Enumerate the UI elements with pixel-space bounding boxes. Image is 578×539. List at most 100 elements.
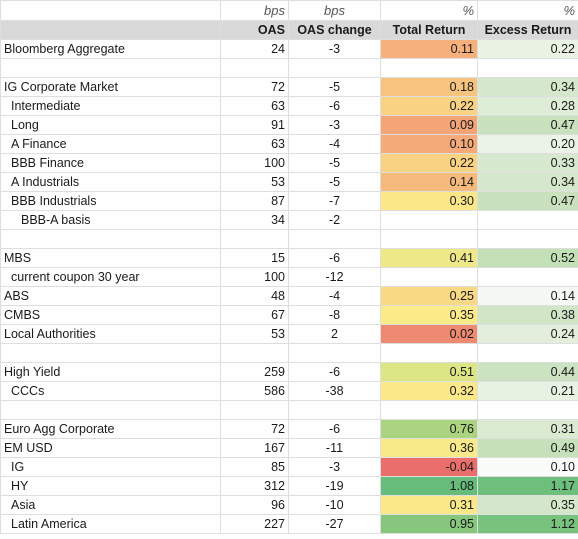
row-name: Intermediate bbox=[0, 96, 221, 116]
table-row: CCCs 586 -38 0.32 0.21 bbox=[0, 381, 578, 401]
table-row: Bloomberg Aggregate 24 -3 0.11 0.22 bbox=[0, 39, 578, 59]
row-oas-change: -12 bbox=[288, 267, 381, 287]
row-total-return: 0.11 bbox=[380, 39, 478, 59]
row-oas-change: -11 bbox=[288, 438, 381, 458]
row-oas: 91 bbox=[220, 115, 289, 135]
row-name: BBB Industrials bbox=[0, 191, 221, 211]
spacer-cell bbox=[220, 343, 289, 363]
row-excess-return: 1.17 bbox=[477, 476, 578, 496]
row-oas: 100 bbox=[220, 267, 289, 287]
row-name: A Industrials bbox=[0, 172, 221, 192]
row-excess-return: 0.14 bbox=[477, 286, 578, 306]
spacer-cell bbox=[0, 400, 221, 420]
table-row: EM USD 167 -11 0.36 0.49 bbox=[0, 438, 578, 458]
header-excess-return: Excess Return bbox=[477, 20, 578, 40]
header-oas-change: OAS change bbox=[288, 20, 381, 40]
row-oas: 72 bbox=[220, 419, 289, 439]
row-excess-return: 0.47 bbox=[477, 115, 578, 135]
spacer-row bbox=[0, 343, 578, 363]
row-excess-return: 0.21 bbox=[477, 381, 578, 401]
table-row: IG Corporate Market 72 -5 0.18 0.34 bbox=[0, 77, 578, 97]
row-oas: 67 bbox=[220, 305, 289, 325]
row-total-return: 0.32 bbox=[380, 381, 478, 401]
row-excess-return: 1.12 bbox=[477, 514, 578, 534]
row-excess-return bbox=[477, 210, 578, 230]
row-total-return: 0.02 bbox=[380, 324, 478, 344]
row-total-return: 0.31 bbox=[380, 495, 478, 515]
header-row: OAS OAS change Total Return Excess Retur… bbox=[0, 20, 578, 40]
row-oas: 87 bbox=[220, 191, 289, 211]
table-row: ABS 48 -4 0.25 0.14 bbox=[0, 286, 578, 306]
spacer-cell bbox=[288, 400, 381, 420]
row-oas-change: -5 bbox=[288, 77, 381, 97]
header-name bbox=[0, 20, 221, 40]
row-oas: 85 bbox=[220, 457, 289, 477]
row-oas-change: -38 bbox=[288, 381, 381, 401]
row-excess-return: 0.10 bbox=[477, 457, 578, 477]
spacer-cell bbox=[0, 229, 221, 249]
table-row: Long 91 -3 0.09 0.47 bbox=[0, 115, 578, 135]
row-oas: 63 bbox=[220, 96, 289, 116]
row-oas: 96 bbox=[220, 495, 289, 515]
row-oas: 48 bbox=[220, 286, 289, 306]
row-excess-return: 0.22 bbox=[477, 39, 578, 59]
spacer-cell bbox=[0, 343, 221, 363]
row-name: Long bbox=[0, 115, 221, 135]
row-excess-return: 0.38 bbox=[477, 305, 578, 325]
table-row: current coupon 30 year 100 -12 bbox=[0, 267, 578, 287]
spacer-cell bbox=[477, 58, 578, 78]
row-name: HY bbox=[0, 476, 221, 496]
table-row: CMBS 67 -8 0.35 0.38 bbox=[0, 305, 578, 325]
row-total-return: 0.51 bbox=[380, 362, 478, 382]
row-name: BBB-A basis bbox=[0, 210, 221, 230]
row-oas: 34 bbox=[220, 210, 289, 230]
row-name: MBS bbox=[0, 248, 221, 268]
spacer-cell bbox=[220, 229, 289, 249]
row-total-return bbox=[380, 267, 478, 287]
spacer-cell bbox=[380, 229, 478, 249]
table-row: IG 85 -3 -0.04 0.10 bbox=[0, 457, 578, 477]
row-excess-return: 0.34 bbox=[477, 172, 578, 192]
table-row: BBB-A basis 34 -2 bbox=[0, 210, 578, 230]
table-row: Latin America 227 -27 0.95 1.12 bbox=[0, 514, 578, 534]
row-excess-return: 0.47 bbox=[477, 191, 578, 211]
row-name: Latin America bbox=[0, 514, 221, 534]
row-oas: 586 bbox=[220, 381, 289, 401]
header-total-return: Total Return bbox=[380, 20, 478, 40]
table-row: Asia 96 -10 0.31 0.35 bbox=[0, 495, 578, 515]
spacer-cell bbox=[0, 58, 221, 78]
row-oas-change: -7 bbox=[288, 191, 381, 211]
row-oas-change: -3 bbox=[288, 115, 381, 135]
row-total-return: -0.04 bbox=[380, 457, 478, 477]
row-excess-return: 0.31 bbox=[477, 419, 578, 439]
row-excess-return: 0.24 bbox=[477, 324, 578, 344]
table-row: A Industrials 53 -5 0.14 0.34 bbox=[0, 172, 578, 192]
spacer-cell bbox=[288, 343, 381, 363]
table-row: High Yield 259 -6 0.51 0.44 bbox=[0, 362, 578, 382]
row-oas: 259 bbox=[220, 362, 289, 382]
row-oas: 72 bbox=[220, 77, 289, 97]
row-name: ABS bbox=[0, 286, 221, 306]
row-oas: 53 bbox=[220, 324, 289, 344]
table-row: Euro Agg Corporate 72 -6 0.76 0.31 bbox=[0, 419, 578, 439]
row-total-return: 0.95 bbox=[380, 514, 478, 534]
spacer-cell bbox=[477, 229, 578, 249]
row-name: BBB Finance bbox=[0, 153, 221, 173]
row-oas-change: -6 bbox=[288, 419, 381, 439]
spacer-cell bbox=[477, 400, 578, 420]
row-excess-return: 0.44 bbox=[477, 362, 578, 382]
row-name: Bloomberg Aggregate bbox=[0, 39, 221, 59]
row-oas: 312 bbox=[220, 476, 289, 496]
table-row: BBB Industrials 87 -7 0.30 0.47 bbox=[0, 191, 578, 211]
row-total-return: 0.25 bbox=[380, 286, 478, 306]
row-oas: 24 bbox=[220, 39, 289, 59]
table-body: Bloomberg Aggregate 24 -3 0.11 0.22 IG Corpor… bbox=[0, 39, 578, 534]
row-name: CCCs bbox=[0, 381, 221, 401]
row-oas-change: -8 bbox=[288, 305, 381, 325]
row-oas-change: -5 bbox=[288, 172, 381, 192]
spacer-cell bbox=[380, 343, 478, 363]
row-name: A Finance bbox=[0, 134, 221, 154]
spacer-cell bbox=[288, 58, 381, 78]
spacer-cell bbox=[380, 58, 478, 78]
